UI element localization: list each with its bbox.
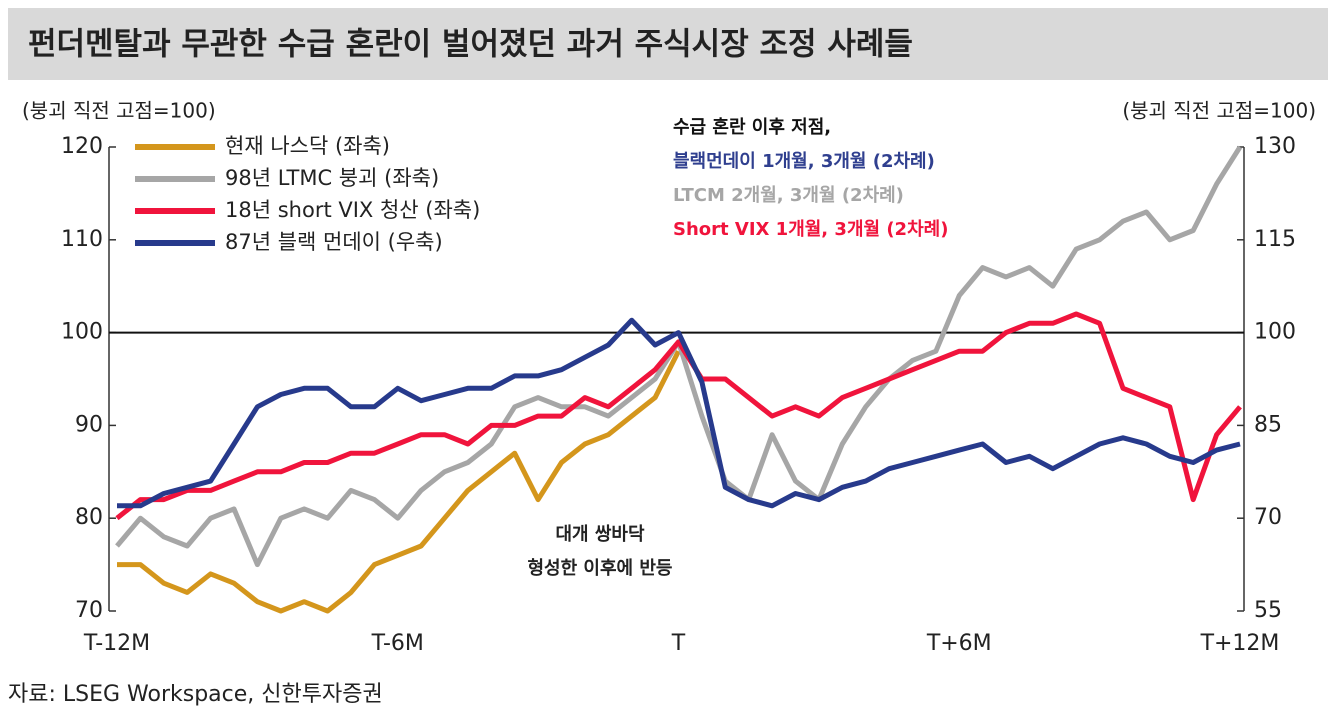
y-tick-label: 100 bbox=[61, 320, 103, 345]
x-tick-label: T+6M bbox=[926, 631, 992, 656]
annotation: 수급 혼란 이후 저점, bbox=[673, 116, 831, 138]
series-line bbox=[117, 350, 681, 614]
y2-tick-label: 100 bbox=[1254, 320, 1296, 345]
y2-tick-label: 130 bbox=[1254, 134, 1296, 159]
x-tick-label: T-6M bbox=[371, 631, 424, 656]
y-tick-label: 110 bbox=[61, 227, 103, 252]
series-line bbox=[117, 317, 1241, 509]
y-tick-label: 90 bbox=[75, 412, 103, 437]
y-tick-label: 70 bbox=[75, 598, 103, 623]
legend-label: 현재 나스닥 (좌축) bbox=[225, 134, 390, 158]
legend-label: 87년 블랙 먼데이 (우축) bbox=[225, 230, 443, 254]
note: 대개 쌍바닥 bbox=[555, 524, 645, 545]
y-tick-label: 120 bbox=[61, 134, 103, 159]
y2-tick-label: 115 bbox=[1254, 227, 1296, 252]
annotation: Short VIX 1개월, 3개월 (2차례) bbox=[673, 219, 948, 240]
y2-tick-label: 55 bbox=[1254, 598, 1282, 623]
title-band bbox=[8, 8, 1328, 80]
legend-label: 98년 LTMC 붕괴 (좌축) bbox=[225, 166, 439, 190]
y2-tick-label: 70 bbox=[1254, 505, 1282, 530]
note: 형성한 이후에 반등 bbox=[527, 558, 672, 579]
x-tick-label: T+12M bbox=[1200, 631, 1280, 656]
chart-title: 펀더멘탈과 무관한 수급 혼란이 벌어졌던 과거 주식시장 조정 사례들 bbox=[28, 27, 913, 63]
y-axis-label: (붕괴 직전 고점=100) bbox=[22, 99, 216, 123]
y2-tick-label: 85 bbox=[1254, 412, 1282, 437]
annotation: 블랙먼데이 1개월, 3개월 (2차례) bbox=[673, 151, 935, 172]
y2-axis-label: (붕괴 직전 고점=100) bbox=[1122, 99, 1316, 123]
x-tick-label: T bbox=[671, 631, 686, 656]
x-tick-label: T-12M bbox=[83, 631, 150, 656]
series-line bbox=[115, 311, 1242, 521]
source: 자료: LSEG Workspace, 신한투자증권 bbox=[8, 682, 383, 707]
legend-label: 18년 short VIX 청산 (좌축) bbox=[225, 198, 480, 222]
annotation: LTCM 2개월, 3개월 (2차례) bbox=[673, 185, 904, 206]
y-tick-label: 80 bbox=[75, 505, 103, 530]
